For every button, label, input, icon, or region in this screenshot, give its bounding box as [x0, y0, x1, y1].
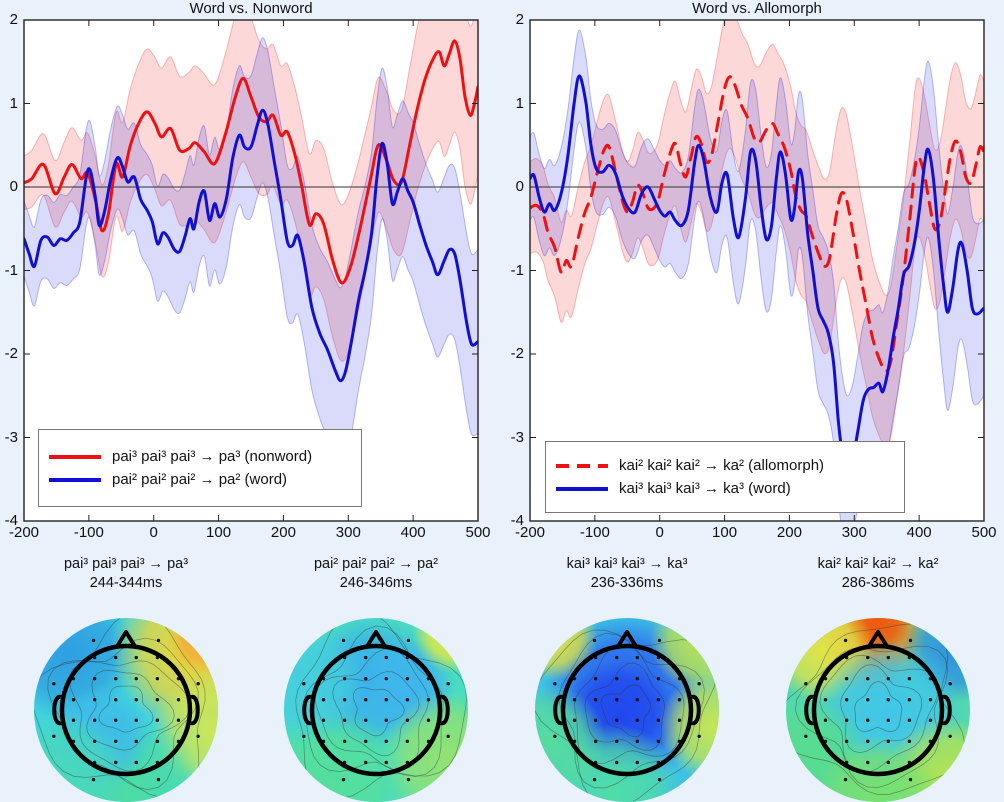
- y-tick-label: -4: [4, 512, 18, 529]
- topomap-condition: kai² kai² kai² → ka²: [817, 556, 939, 572]
- topomap-condition: kai³ kai³ kai³ → ka³: [566, 556, 688, 572]
- x-tick-label: 500: [971, 524, 997, 541]
- legend-entry: kai³ kai³ kai³ → ka³ (word): [556, 480, 892, 497]
- panel-title-left: Word vs. Nonword: [189, 0, 313, 17]
- topomap-1: [34, 618, 218, 802]
- y-tick-label: 1: [515, 94, 524, 112]
- x-tick-label: 200: [270, 524, 296, 541]
- legend-line-blue-solid: [556, 486, 608, 491]
- legend-entry: pai³ pai³ pai³ → pa³ (nonword): [49, 448, 349, 465]
- legend-label: pai² pai² pai² → pa² (word): [112, 471, 288, 488]
- y-tick-label: -2: [4, 345, 18, 362]
- topomap-label-1: pai³ pai³ pai³ → pa³ 244-344ms: [0, 555, 256, 593]
- x-tick-label: 400: [400, 524, 426, 541]
- x-tick-label: -200: [514, 524, 546, 541]
- y-tick-label: -4: [510, 512, 524, 529]
- x-tick-label: 300: [335, 524, 361, 541]
- x-tick-label: 500: [465, 524, 491, 541]
- topomap-condition: pai² pai² pai² → pa²: [313, 556, 439, 572]
- topomap-2: [284, 618, 468, 802]
- topomap-window: 244-344ms: [89, 575, 163, 591]
- x-tick-label: -100: [73, 524, 104, 541]
- panel-title-right: Word vs. Allomorph: [692, 0, 822, 17]
- topomap-3: [535, 618, 719, 802]
- x-tick-label: 0: [655, 524, 664, 541]
- y-tick-label: 0: [9, 178, 18, 195]
- topomap-label-3: kai³ kai³ kai³ → ka³ 236-336ms: [497, 555, 757, 593]
- y-tick-label: -1: [4, 261, 18, 279]
- x-tick-label: -200: [8, 524, 40, 541]
- legend-line-red-solid: [49, 454, 101, 459]
- legend-label: kai² kai² kai² → ka² (allomorph): [619, 457, 825, 474]
- legend-entry: kai² kai² kai² → ka² (allomorph): [556, 457, 892, 474]
- y-tick-label: -3: [510, 428, 524, 446]
- x-tick-label: 400: [906, 524, 932, 541]
- legend-label: pai³ pai³ pai³ → pa³ (nonword): [112, 448, 313, 465]
- x-tick-label: 100: [206, 524, 232, 541]
- y-tick-label: 0: [515, 178, 524, 195]
- y-tick-label: 2: [515, 11, 524, 28]
- topomap-label-4: kai² kai² kai² → ka² 286-386ms: [748, 555, 1004, 593]
- legend-line-blue-solid: [49, 477, 101, 482]
- topomap-label-2: pai² pai² pai² → pa² 246-346ms: [246, 555, 506, 593]
- y-tick-label: -3: [4, 428, 18, 446]
- legend-label: kai³ kai³ kai³ → ka³ (word): [619, 480, 791, 497]
- y-tick-label: 2: [9, 11, 18, 28]
- legend-left: pai³ pai³ pai³ → pa³ (nonword) pai² pai²…: [38, 429, 362, 507]
- y-tick-label: -2: [510, 345, 524, 362]
- y-tick-label: -1: [510, 261, 524, 279]
- topomap-window: 286-386ms: [841, 575, 915, 591]
- legend-line-red-dashed: [556, 463, 608, 468]
- topomap-window: 236-336ms: [590, 575, 664, 591]
- x-tick-label: -100: [579, 524, 610, 541]
- x-tick-label: 0: [149, 524, 158, 541]
- topomap-window: 246-346ms: [339, 575, 413, 591]
- legend-entry: pai² pai² pai² → pa² (word): [49, 471, 349, 488]
- topomap-condition: pai³ pai³ pai³ → pa³: [63, 556, 189, 572]
- x-tick-label: 100: [712, 524, 738, 541]
- x-tick-label: 200: [776, 524, 802, 541]
- topomap-4: [786, 618, 970, 802]
- x-tick-label: 300: [841, 524, 867, 541]
- y-tick-label: 1: [9, 94, 18, 112]
- legend-right: kai² kai² kai² → ka² (allomorph) kai³ ka…: [545, 441, 905, 513]
